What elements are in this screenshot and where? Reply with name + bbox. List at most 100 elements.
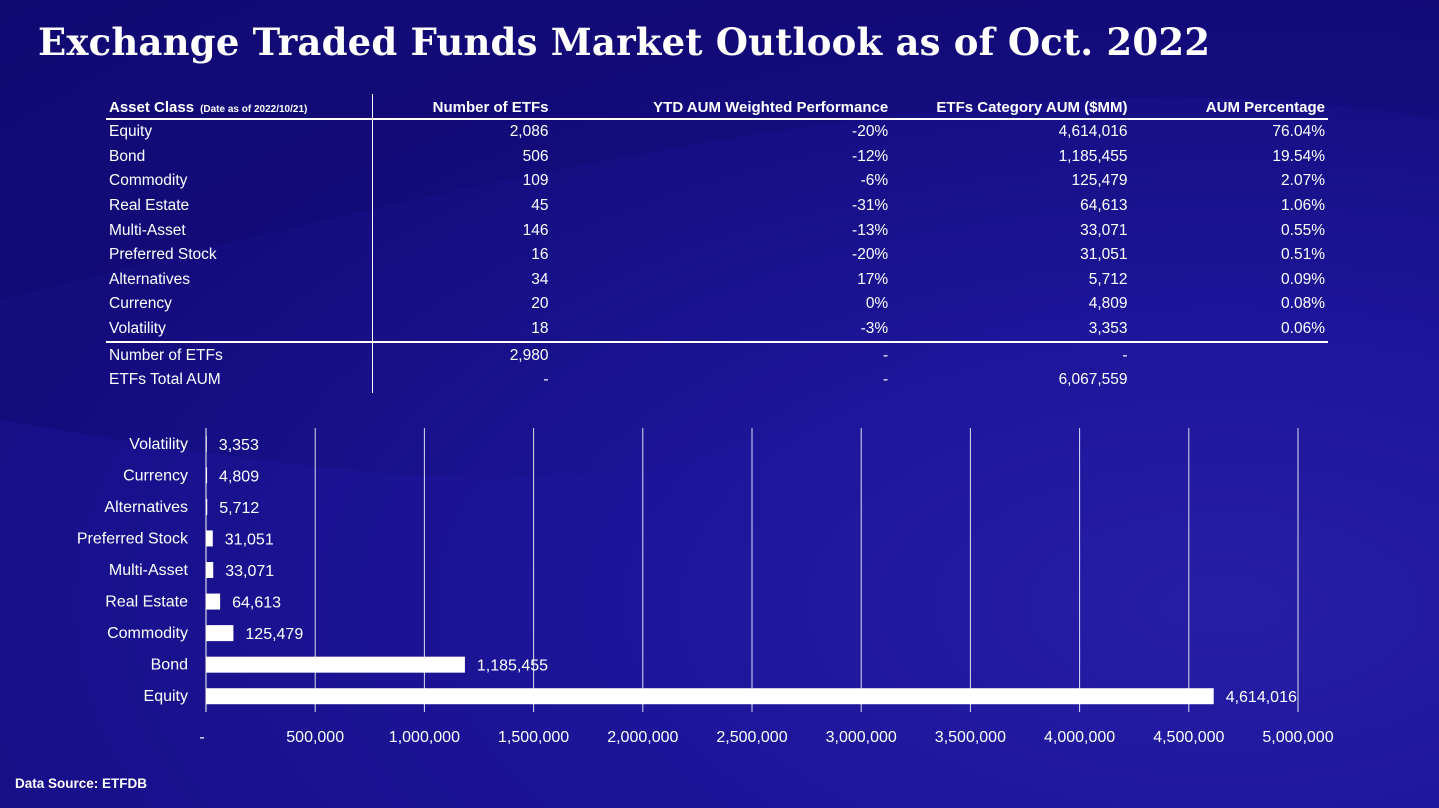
total-category-aum: 6,067,559 <box>1058 371 1128 389</box>
data-label: 5,712 <box>219 500 259 517</box>
header-aum-percentage: AUM Percentage <box>1130 94 1328 120</box>
cell-aum-percentage: 76.04% <box>1272 123 1325 141</box>
data-source: Data Source: ETFDB <box>15 776 148 791</box>
bar <box>206 498 208 515</box>
header-date-note: (Date as of 2022/10/21) <box>200 104 308 115</box>
header-ytd-performance: YTD AUM Weighted Performance <box>551 94 892 120</box>
table-row: Currency 20 0% 4,809 0.08% <box>106 292 1328 317</box>
cell-number-of-etfs: 2,086 <box>509 123 549 141</box>
data-label: 33,071 <box>225 563 274 580</box>
x-tick-label: 500,000 <box>286 729 344 746</box>
bar <box>206 656 465 673</box>
table-row: Volatility 18 -3% 3,353 0.06% <box>106 316 1328 344</box>
data-label: 1,185,455 <box>477 658 548 675</box>
cell-number-of-etfs: 20 <box>531 295 549 313</box>
cell-aum-percentage: 0.09% <box>1281 270 1325 288</box>
category-label: Currency <box>123 467 188 484</box>
total-ytd-performance: - <box>883 346 889 364</box>
data-label: 31,051 <box>225 531 274 548</box>
cell-asset-class: Commodity <box>106 169 374 194</box>
bar <box>206 625 234 642</box>
cell-ytd-performance: -13% <box>852 221 889 239</box>
x-tick-label: 4,000,000 <box>1044 729 1115 746</box>
bar <box>206 530 213 547</box>
table-row: Real Estate 45 -31% 64,613 1.06% <box>106 193 1328 219</box>
total-number-of-etfs: 2,980 <box>509 346 549 364</box>
cell-asset-class: Multi-Asset <box>106 218 374 243</box>
category-label: Commodity <box>107 625 188 642</box>
table-header-row: Asset Class (Date as of 2022/10/21) Numbe… <box>106 94 1328 120</box>
cell-number-of-etfs: 146 <box>522 221 549 239</box>
x-tick-label: 3,500,000 <box>935 729 1006 746</box>
category-label: Multi-Asset <box>109 562 189 579</box>
cell-category-aum: 64,613 <box>1080 197 1128 215</box>
cell-number-of-etfs: 506 <box>522 147 549 165</box>
category-label: Bond <box>151 657 188 674</box>
cell-category-aum: 31,051 <box>1080 246 1128 264</box>
cell-aum-percentage: 1.06% <box>1281 197 1325 215</box>
cell-asset-class: Currency <box>106 292 374 317</box>
etf-summary-table: Asset Class (Date as of 2022/10/21) Numbe… <box>106 94 1328 393</box>
x-tick-label: 2,500,000 <box>716 729 787 746</box>
cell-asset-class: Bond <box>106 144 374 170</box>
bar <box>206 467 208 484</box>
cell-category-aum: 5,712 <box>1088 270 1128 288</box>
category-label: Real Estate <box>105 594 188 611</box>
cell-aum-percentage: 2.07% <box>1281 172 1325 190</box>
x-tick-label: - <box>199 729 204 746</box>
table-row: Preferred Stock 16 -20% 31,051 0.51% <box>106 242 1328 268</box>
cell-category-aum: 4,809 <box>1088 295 1128 313</box>
data-label: 4,614,016 <box>1226 689 1297 706</box>
header-category-aum: ETFs Category AUM ($MM) <box>891 94 1131 120</box>
cell-ytd-performance: -20% <box>852 246 889 264</box>
cell-ytd-performance: 17% <box>857 270 889 288</box>
cell-number-of-etfs: 16 <box>531 246 549 264</box>
cell-ytd-performance: -3% <box>551 316 892 344</box>
cell-aum-percentage: 0.06% <box>1130 316 1328 344</box>
table-row: Equity 2,086 -20% 4,614,016 76.04% <box>106 119 1328 145</box>
data-label: 125,479 <box>245 626 303 643</box>
x-tick-label: 5,000,000 <box>1262 729 1333 746</box>
data-label: 4,809 <box>219 468 259 485</box>
category-label: Preferred Stock <box>77 530 189 547</box>
x-tick-label: 2,000,000 <box>607 729 678 746</box>
cell-asset-class: Equity <box>106 119 374 145</box>
total-row: Number of ETFs 2,980 - - <box>106 342 1328 368</box>
cell-category-aum: 1,185,455 <box>1058 147 1128 165</box>
cell-ytd-performance: -12% <box>852 147 889 165</box>
cell-aum-percentage: 0.08% <box>1281 295 1325 313</box>
header-number-of-etfs: Number of ETFs <box>372 94 552 120</box>
total-row: ETFs Total AUM - - 6,067,559 <box>106 367 1328 393</box>
cell-number-of-etfs: 45 <box>531 197 549 215</box>
data-label: 3,353 <box>219 437 259 454</box>
x-tick-label: 1,500,000 <box>498 729 569 746</box>
table-row: Bond 506 -12% 1,185,455 19.54% <box>106 144 1328 170</box>
table-row: Multi-Asset 146 -13% 33,071 0.55% <box>106 218 1328 243</box>
cell-asset-class: Volatility <box>106 316 374 344</box>
cell-ytd-performance: -6% <box>860 172 889 190</box>
header-asset-class: Asset Class (Date as of 2022/10/21) <box>106 94 374 120</box>
cell-number-of-etfs: 34 <box>531 270 549 288</box>
total-category-aum: - <box>1122 346 1128 364</box>
x-tick-label: 4,500,000 <box>1153 729 1224 746</box>
cell-category-aum: 4,614,016 <box>1058 123 1128 141</box>
cell-number-of-etfs: 18 <box>372 316 552 344</box>
cell-category-aum: 125,479 <box>1071 172 1128 190</box>
bar <box>206 593 221 610</box>
cell-ytd-performance: 0% <box>865 295 889 313</box>
cell-ytd-performance: -31% <box>852 197 889 215</box>
bar <box>206 562 214 578</box>
x-tick-label: 3,000,000 <box>826 729 897 746</box>
category-label: Equity <box>144 688 188 705</box>
cell-aum-percentage: 0.51% <box>1281 246 1325 264</box>
category-label: Volatility <box>129 436 188 453</box>
cell-category-aum: 33,071 <box>1080 221 1128 239</box>
bar <box>206 688 1214 705</box>
data-label: 64,613 <box>232 595 281 612</box>
table-row: Commodity 109 -6% 125,479 2.07% <box>106 169 1328 194</box>
cell-asset-class: Real Estate <box>106 193 374 219</box>
cell-ytd-performance: -20% <box>852 123 889 141</box>
x-tick-label: 1,000,000 <box>389 729 460 746</box>
cell-aum-percentage: 19.54% <box>1272 147 1325 165</box>
cell-aum-percentage: 0.55% <box>1281 221 1325 239</box>
